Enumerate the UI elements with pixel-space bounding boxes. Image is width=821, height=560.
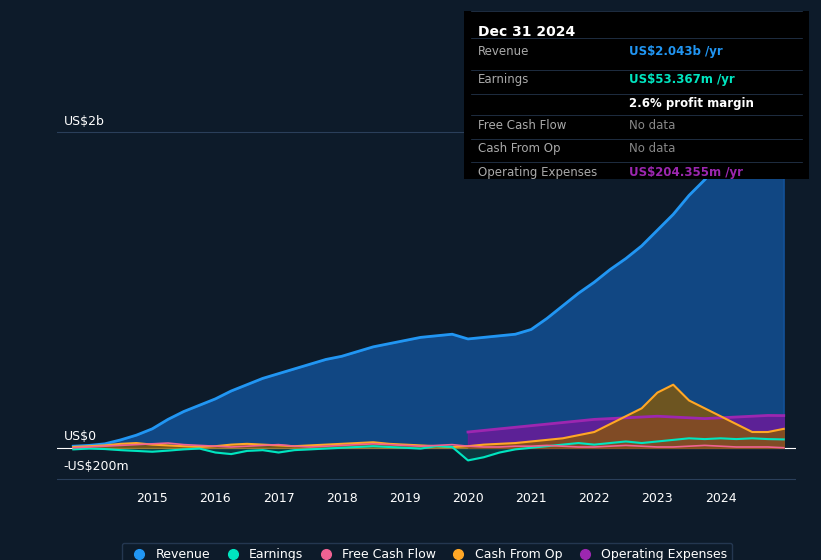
Text: Earnings: Earnings: [478, 73, 529, 86]
Text: US$204.355m /yr: US$204.355m /yr: [630, 166, 743, 179]
Text: No data: No data: [630, 142, 676, 155]
Text: US$2b: US$2b: [64, 115, 104, 128]
Text: 2.6% profit margin: 2.6% profit margin: [630, 97, 754, 110]
Legend: Revenue, Earnings, Free Cash Flow, Cash From Op, Operating Expenses: Revenue, Earnings, Free Cash Flow, Cash …: [122, 543, 732, 560]
Text: US$53.367m /yr: US$53.367m /yr: [630, 73, 735, 86]
Text: Cash From Op: Cash From Op: [478, 142, 560, 155]
Text: -US$200m: -US$200m: [64, 460, 130, 473]
Text: Operating Expenses: Operating Expenses: [478, 166, 597, 179]
Text: US$0: US$0: [64, 430, 97, 443]
Text: Dec 31 2024: Dec 31 2024: [478, 25, 575, 39]
Text: US$2.043b /yr: US$2.043b /yr: [630, 45, 723, 58]
Text: Free Cash Flow: Free Cash Flow: [478, 119, 566, 132]
Text: Revenue: Revenue: [478, 45, 529, 58]
Text: No data: No data: [630, 119, 676, 132]
